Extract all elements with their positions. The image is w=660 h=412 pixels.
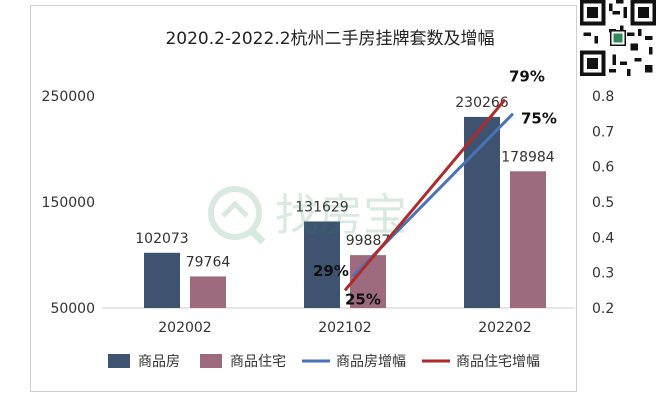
x-tick-label: 202202 <box>478 320 531 336</box>
bar-value-label: 178984 <box>501 149 555 165</box>
legend-swatch <box>108 354 130 368</box>
legend-label: 商品住宅 <box>230 354 286 370</box>
left-tick-label: 50000 <box>50 301 95 317</box>
line-data-label: 75% <box>521 110 557 128</box>
legend-swatch <box>200 354 222 368</box>
bar <box>304 221 340 308</box>
legend-label: 商品住宅增幅 <box>456 354 540 370</box>
bar-value-label: 230266 <box>455 95 509 111</box>
x-tick-label: 202102 <box>318 320 371 336</box>
right-tick-label: 0.7 <box>592 124 614 140</box>
right-tick-label: 0.6 <box>592 160 614 176</box>
bar-value-label: 99887 <box>346 233 391 249</box>
left-tick-label: 150000 <box>42 195 95 211</box>
chart-title: 2020.2-2022.2杭州二手房挂牌套数及增幅 <box>165 29 495 49</box>
left-tick-label: 250000 <box>42 89 95 105</box>
line-data-label: 29% <box>313 262 349 280</box>
right-tick-label: 0.4 <box>592 230 614 246</box>
line-data-label: 79% <box>509 68 545 86</box>
legend-label: 商品房增幅 <box>336 354 406 370</box>
series-line <box>343 98 507 292</box>
x-tick-label: 202002 <box>158 320 211 336</box>
bar-value-label: 131629 <box>295 199 348 215</box>
right-tick-label: 0.5 <box>592 195 614 211</box>
line-data-label: 25% <box>345 290 381 308</box>
bar <box>190 276 226 308</box>
watermark-text: 找房宝 <box>275 190 407 241</box>
right-tick-label: 0.2 <box>592 301 614 317</box>
bar <box>464 116 500 309</box>
right-tick-label: 0.3 <box>592 266 614 282</box>
legend-label: 商品房 <box>138 354 180 370</box>
bar <box>510 171 546 308</box>
right-tick-label: 0.8 <box>592 89 614 105</box>
qr-code <box>580 0 656 76</box>
bar <box>144 252 180 308</box>
watermark-logo: 找房宝 <box>208 186 407 245</box>
bar-value-label: 79764 <box>186 254 231 270</box>
bar-value-label: 102073 <box>135 231 188 247</box>
